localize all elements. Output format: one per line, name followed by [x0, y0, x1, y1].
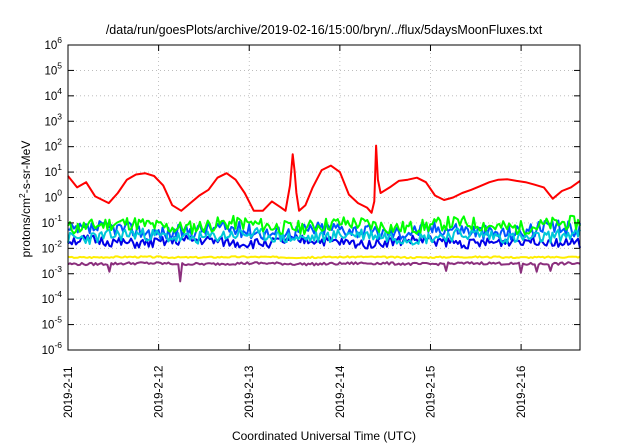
series-line — [67, 227, 581, 246]
y-tick-label: 10-3 — [42, 264, 63, 281]
series-line — [67, 234, 581, 250]
series-line — [67, 261, 581, 283]
y-tick-label: 103 — [44, 111, 62, 128]
y-tick-label: 106 — [44, 35, 62, 52]
y-tick-label: 10-1 — [42, 213, 63, 230]
x-tick-label: 2019-2-11 — [63, 366, 75, 418]
y-tick-label: 100 — [44, 188, 62, 205]
x-tick-label: 2019-2-12 — [154, 366, 166, 418]
x-tick-label: 2019-2-16 — [516, 366, 528, 418]
y-tick-label: 105 — [44, 60, 62, 77]
grid — [67, 44, 580, 351]
y-tick-label: 10-4 — [42, 289, 63, 306]
series-line — [67, 144, 581, 214]
x-tick-label: 2019-2-13 — [244, 366, 256, 418]
x-axis-label: Coordinated Universal Time (UTC) — [232, 429, 416, 443]
x-tick-label: 2019-2-14 — [335, 365, 347, 418]
y-tick-label: 101 — [44, 162, 62, 179]
series-line — [67, 214, 581, 236]
y-tick-label: 10-6 — [42, 340, 63, 357]
axis-ticks — [67, 44, 580, 351]
x-tick-labels: 2019-2-11 2019-2-12 2019-2-13 2019-2-14 2019… — [63, 365, 528, 418]
series-line — [67, 255, 581, 260]
y-tick-label: 10-5 — [42, 315, 63, 332]
y-tick-label: 102 — [44, 137, 62, 154]
chart-title: /data/run/goesPlots/archive/2019-02-16/1… — [106, 23, 543, 37]
x-tick-label: 2019-2-15 — [425, 366, 437, 418]
y-tick-label: 10-2 — [42, 238, 63, 255]
y-tick-labels: 106 105 104 103 102 101 100 10-1 10-2 10-3 10-4 10-… — [42, 35, 63, 357]
y-tick-label: 104 — [44, 86, 62, 103]
series-layer — [67, 144, 581, 283]
y-axis-label: protons/cm2-s-sr-MeV — [17, 141, 33, 258]
